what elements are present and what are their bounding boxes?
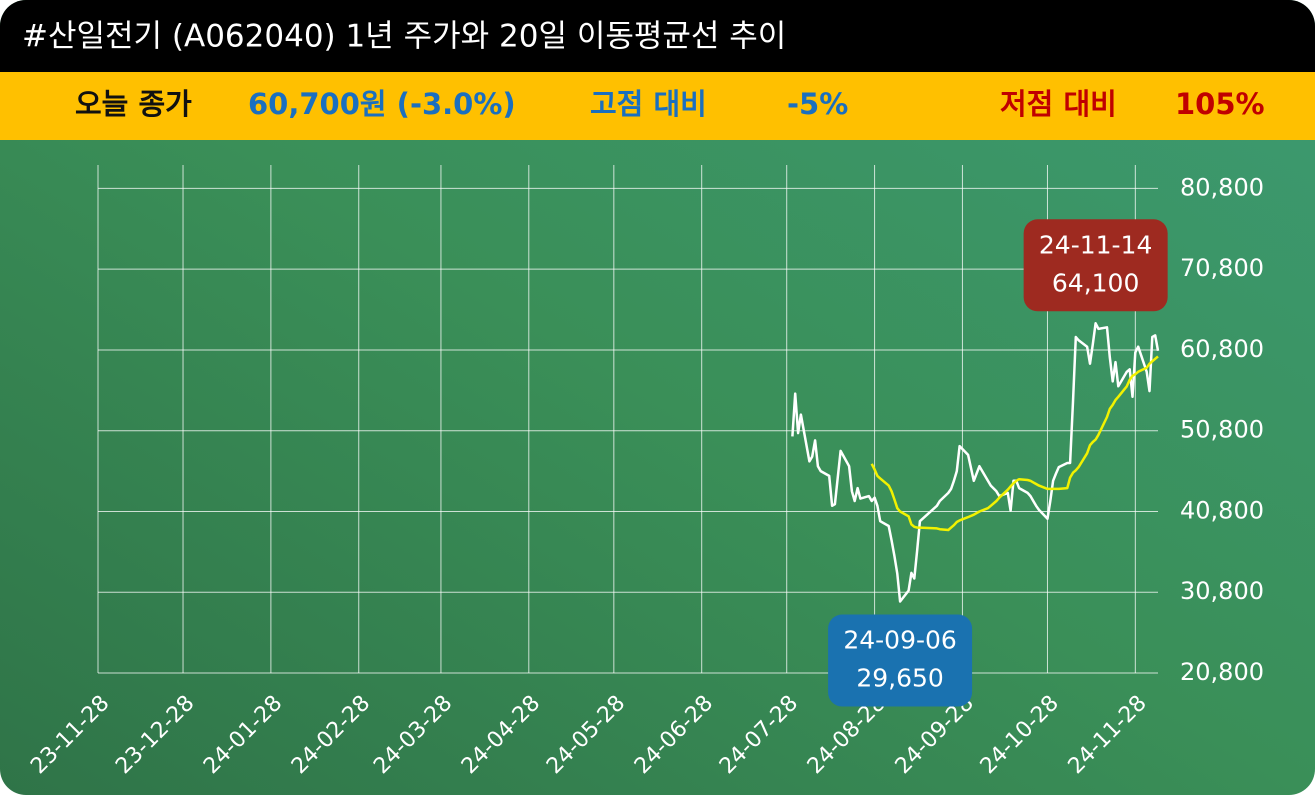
y-tick-label: 80,800: [1180, 173, 1264, 201]
summary-text: 저점 대비: [1000, 87, 1117, 121]
price-line: [870, 355, 1159, 532]
summary-text: 105%: [1175, 87, 1265, 121]
summary-text: -5%: [787, 87, 848, 121]
summary-text: 오늘 종가: [75, 87, 192, 121]
summary-text: 고점 대비: [590, 87, 707, 121]
y-tick-label: 60,800: [1180, 335, 1264, 363]
annotation-value: 29,650: [856, 664, 943, 693]
chart-title: #산일전기 (A062040) 1년 주가와 20일 이동평균선 추이: [22, 19, 786, 55]
summary-text: 60,700원 (-3.0%): [248, 87, 516, 121]
y-tick-label: 40,800: [1180, 496, 1264, 524]
annotation-date: 24-11-14: [1039, 230, 1152, 259]
y-tick-label: 70,800: [1180, 254, 1264, 282]
annotation-date: 24-09-06: [843, 626, 956, 655]
annotation-box: [1023, 219, 1168, 312]
y-tick-label: 20,800: [1180, 658, 1264, 686]
y-tick-label: 50,800: [1180, 416, 1264, 444]
summary-bar: [0, 72, 1315, 140]
y-tick-label: 30,800: [1180, 577, 1264, 605]
annotation-box: [828, 614, 973, 707]
annotation-value: 64,100: [1052, 268, 1139, 297]
price-line: [791, 322, 1160, 603]
title-bar: [0, 0, 1315, 72]
